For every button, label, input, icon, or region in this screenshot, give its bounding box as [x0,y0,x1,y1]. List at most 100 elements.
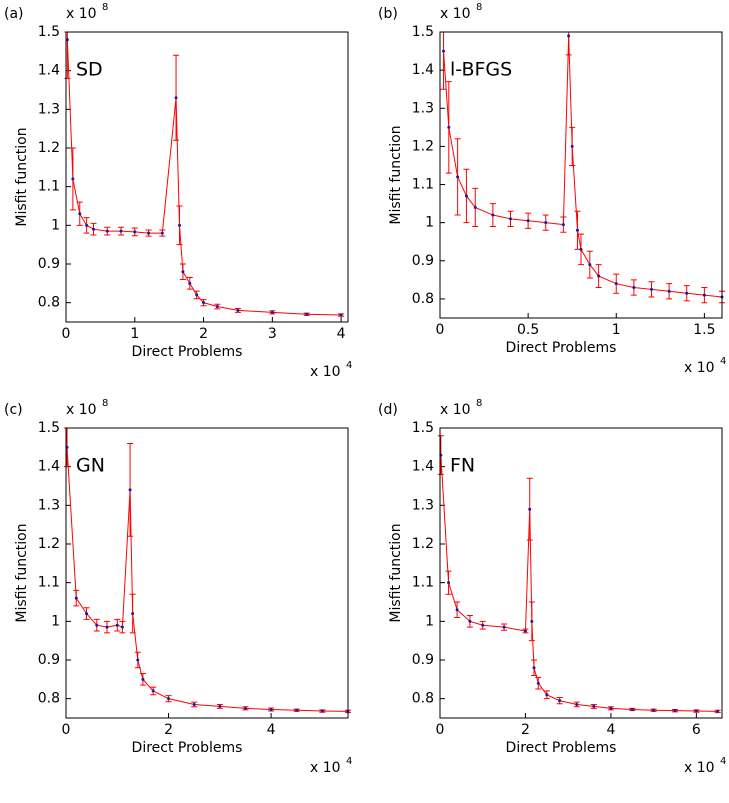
y-tick-label: 1 [51,613,60,629]
point [295,708,299,712]
y-tick-label: 1.5 [412,420,434,436]
panel-label: (a) [4,6,24,22]
panel-label: (d) [378,402,398,418]
y-multiplier: x 10 [66,402,97,418]
x-multiplier: x 10 [684,760,715,776]
series-label: SD [76,59,103,81]
point [609,706,613,710]
point [442,49,446,53]
point [702,293,706,297]
point [181,270,185,274]
y-exponent: 8 [102,398,108,409]
series-label: l-BFGS [450,59,512,81]
point [530,619,534,623]
y-tick-label: 1.1 [38,575,60,591]
panel: (c) x 10 8 x 10 4 Direct Problems Misfit funct… [4,398,352,776]
point [85,223,89,227]
point [85,612,89,616]
x-axis-label: Direct Problems [506,340,617,356]
point [592,704,596,708]
point [160,231,164,235]
point [575,228,579,232]
point [667,289,671,293]
axes-box [439,31,723,319]
x-tick-label: 2 [199,326,208,342]
x-tick-label: 3 [268,326,277,342]
x-tick-label: 0.5 [517,322,539,338]
point [536,681,540,685]
point [570,144,574,148]
y-exponent: 8 [102,2,108,13]
point [575,702,579,706]
x-tick-label: 4 [337,326,346,342]
y-axis-label: Misfit function [388,523,404,622]
x-multiplier: x 10 [310,760,341,776]
point [456,175,460,179]
y-tick-label: 1.3 [38,101,60,117]
y-tick-label: 1.4 [412,459,434,475]
point [74,596,78,600]
point [502,625,506,629]
point [685,291,689,295]
point [509,217,512,221]
series-line [66,447,349,712]
x-exponent: 4 [346,756,352,767]
point [151,689,155,693]
x-tick-label: 6 [692,722,701,738]
point [92,227,96,231]
point [716,709,720,713]
point [614,282,618,286]
point [447,581,451,585]
point [561,223,565,227]
y-tick-label: 1.4 [38,459,60,475]
y-tick-label: 1 [425,215,434,231]
y-tick-label: 1.1 [412,575,434,591]
x-tick-label: 1 [130,326,139,342]
point [673,709,677,713]
axes-box [65,31,349,323]
point [136,658,140,662]
x-multiplier: x 10 [310,364,341,380]
y-tick-label: 1.1 [412,177,434,193]
y-tick-label: 1.5 [38,24,60,40]
panel: (a) x 10 8 x 10 4 Direct Problems Misfit funct… [4,2,352,380]
x-exponent: 4 [346,360,352,371]
point [215,305,219,309]
point [545,693,549,697]
point [119,229,123,233]
y-tick-label: 0.8 [38,295,60,311]
point [177,223,181,227]
point [192,702,196,706]
point [270,310,274,314]
point [78,212,82,216]
point [218,704,222,708]
point [320,709,324,713]
panel: (b) x 10 8 x 10 4 Direct Problems Misfit funct… [378,2,726,376]
y-exponent: 8 [476,398,482,409]
point [105,625,109,629]
point [544,221,548,225]
point [128,488,132,492]
y-tick-label: 1.4 [38,63,60,79]
point [528,507,532,511]
point [597,274,601,278]
series-label: FN [450,455,475,477]
point [532,666,536,670]
panel-label: (b) [378,6,398,22]
y-multiplier: x 10 [66,6,97,22]
point [65,38,69,42]
axes-box [439,427,723,719]
point [694,709,698,713]
x-axis-label: Direct Problems [132,344,243,360]
x-tick-label: 4 [267,722,276,738]
point [481,623,485,627]
y-tick-label: 1.5 [38,420,60,436]
point [147,231,151,235]
y-tick-label: 1.2 [412,536,434,552]
y-tick-label: 1.3 [38,497,60,513]
panel-label: (c) [4,402,23,418]
point [558,699,562,703]
y-tick-label: 1.1 [38,179,60,195]
series-label: GN [76,455,105,477]
